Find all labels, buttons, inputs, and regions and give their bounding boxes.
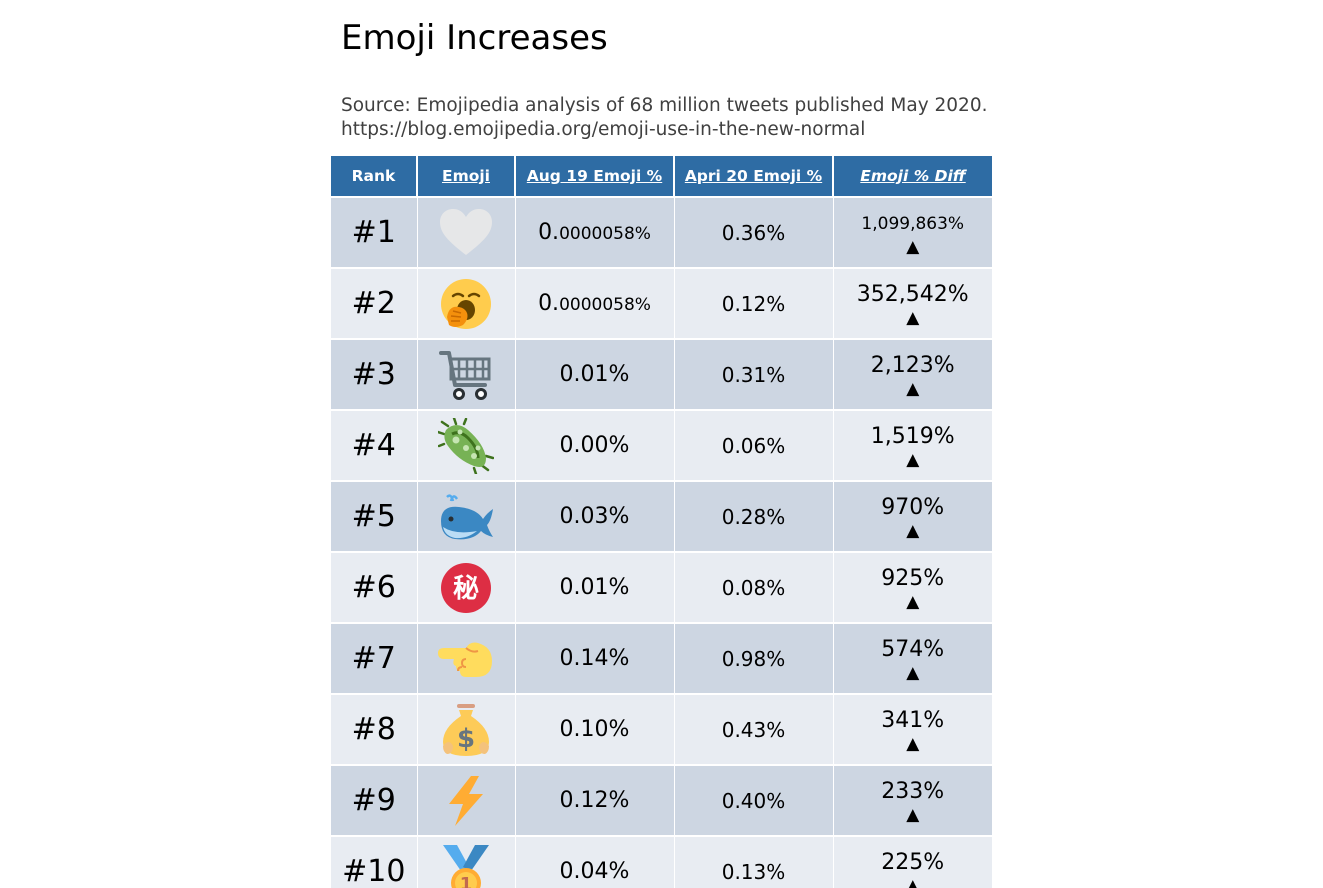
white-heart-icon	[416, 196, 515, 268]
header-diff: Emoji % Diff	[832, 156, 992, 198]
table-row: #9 0.12% 0.40% 233% ▲	[331, 764, 992, 836]
table-row: #4	[331, 409, 992, 481]
table-row: #3 0.01% 0.31% 2,123% ▲	[331, 338, 992, 410]
up-arrow-icon: ▲	[906, 236, 920, 257]
emoji-table: Rank Emoji Aug 19 Emoji % Apri 20 Emoji …	[331, 156, 992, 888]
source-note: Source: Emojipedia analysis of 68 millio…	[341, 94, 1001, 142]
svg-text:1: 1	[460, 874, 473, 888]
diff-cell: 2,123% ▲	[832, 338, 992, 410]
high-voltage-icon	[416, 764, 515, 836]
diff-cell: 970% ▲	[832, 480, 992, 552]
up-arrow-icon: ▲	[906, 449, 920, 470]
up-arrow-icon: ▲	[906, 591, 920, 612]
apr20-cell: 0.28%	[673, 480, 833, 552]
rank-cell: #6	[331, 551, 417, 623]
diff-cell: 925% ▲	[832, 551, 992, 623]
microbe-icon	[416, 409, 515, 481]
aug19-cell: 0.10%	[514, 693, 674, 765]
rank-cell: #3	[331, 338, 417, 410]
japanese-secret-button-icon: 秘	[416, 551, 515, 623]
aug19-cell: 0.12%	[514, 764, 674, 836]
diff-cell: 1,099,863% ▲	[832, 196, 992, 268]
rank-cell: #1	[331, 196, 417, 268]
aug19-cell: 0.04%	[514, 835, 674, 888]
yawning-face-icon	[416, 267, 515, 339]
page-title: Emoji Increases	[341, 18, 608, 58]
first-place-medal-icon: 1	[416, 835, 515, 888]
rank-cell: #4	[331, 409, 417, 481]
aug19-cell: 0.0000058%	[514, 196, 674, 268]
header-emoji: Emoji	[416, 156, 515, 198]
up-arrow-icon: ▲	[906, 733, 920, 754]
apr20-cell: 0.36%	[673, 196, 833, 268]
up-arrow-icon: ▲	[906, 307, 920, 328]
table-row: #8 $ 0.10% 0.43% 341% ▲	[331, 693, 992, 765]
diff-cell: 225% ▲	[832, 835, 992, 888]
rank-cell: #2	[331, 267, 417, 339]
aug19-cell: 0.14%	[514, 622, 674, 694]
money-bag-icon: $	[416, 693, 515, 765]
rank-cell: #8	[331, 693, 417, 765]
table-row: #1 0.0000058% 0.36% 1,099,863% ▲	[331, 196, 992, 268]
aug19-cell: 0.01%	[514, 551, 674, 623]
rank-cell: #9	[331, 764, 417, 836]
table-row: #10 1 0.04% 0.13% 225% ▲	[331, 835, 992, 888]
apr20-cell: 0.31%	[673, 338, 833, 410]
table-row: #5 0.03% 0.28% 970% ▲	[331, 480, 992, 552]
apr20-cell: 0.40%	[673, 764, 833, 836]
up-arrow-icon: ▲	[906, 804, 920, 825]
source-line: Source: Emojipedia analysis of 68 millio…	[341, 95, 988, 116]
diff-cell: 233% ▲	[832, 764, 992, 836]
svg-text:秘: 秘	[453, 573, 479, 604]
table-row: #7 0.14% 0.98% 574% ▲	[331, 622, 992, 694]
table-row: #6 秘 0.01% 0.08% 925% ▲	[331, 551, 992, 623]
diff-cell: 574% ▲	[832, 622, 992, 694]
aug19-cell: 0.03%	[514, 480, 674, 552]
rank-cell: #10	[331, 835, 417, 888]
apr20-cell: 0.12%	[673, 267, 833, 339]
shopping-cart-icon	[416, 338, 515, 410]
up-arrow-icon: ▲	[906, 875, 920, 888]
apr20-cell: 0.06%	[673, 409, 833, 481]
diff-cell: 1,519% ▲	[832, 409, 992, 481]
table-row: #2 0.0000058% 0.12% 352,542% ▲	[331, 267, 992, 339]
header-aug19: Aug 19 Emoji %	[514, 156, 674, 198]
diff-cell: 341% ▲	[832, 693, 992, 765]
apr20-cell: 0.13%	[673, 835, 833, 888]
aug19-cell: 0.01%	[514, 338, 674, 410]
source-url: https://blog.emojipedia.org/emoji-use-in…	[341, 119, 866, 140]
apr20-cell: 0.98%	[673, 622, 833, 694]
aug19-cell: 0.00%	[514, 409, 674, 481]
apr20-cell: 0.08%	[673, 551, 833, 623]
table-header-row: Rank Emoji Aug 19 Emoji % Apri 20 Emoji …	[331, 156, 992, 198]
rank-cell: #5	[331, 480, 417, 552]
up-arrow-icon: ▲	[906, 520, 920, 541]
apr20-cell: 0.43%	[673, 693, 833, 765]
spouting-whale-icon	[416, 480, 515, 552]
aug19-cell: 0.0000058%	[514, 267, 674, 339]
up-arrow-icon: ▲	[906, 378, 920, 399]
up-arrow-icon: ▲	[906, 662, 920, 683]
diff-cell: 352,542% ▲	[832, 267, 992, 339]
backhand-index-pointing-left-icon	[416, 622, 515, 694]
rank-cell: #7	[331, 622, 417, 694]
header-rank: Rank	[331, 156, 417, 198]
svg-text:$: $	[457, 724, 475, 754]
header-apr20: Apri 20 Emoji %	[673, 156, 833, 198]
